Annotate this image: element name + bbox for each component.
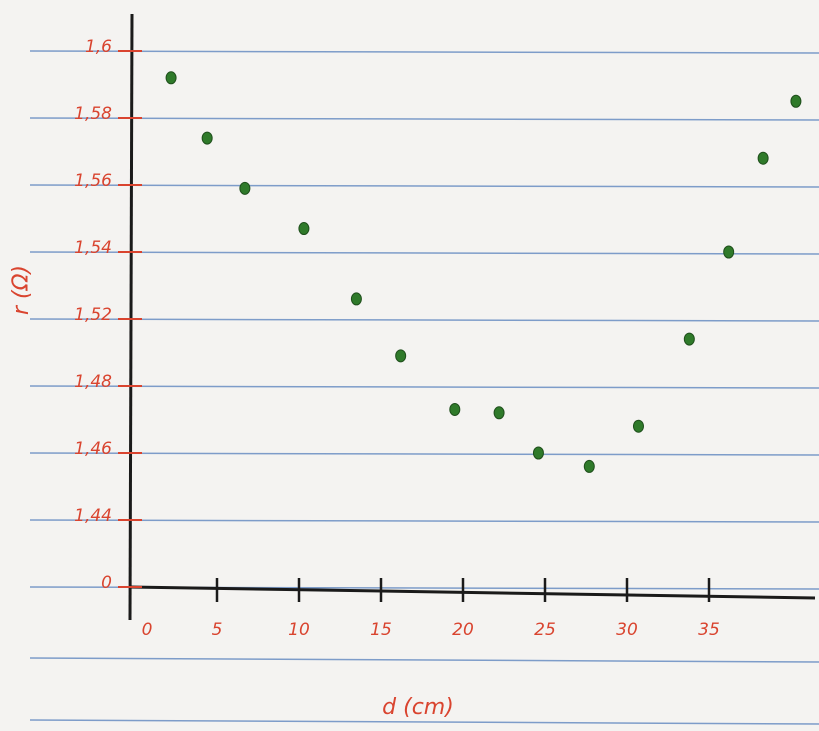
paper-line: [30, 319, 819, 321]
y-axis: [130, 14, 132, 620]
paper-line: [30, 118, 819, 120]
paper-line: [30, 185, 819, 187]
paper-line: [30, 720, 819, 724]
y-tick-label: 1,56: [74, 171, 112, 191]
x-tick-label: 15: [370, 620, 392, 640]
x-tick-label: 5: [212, 620, 223, 640]
x-axis-label: d (cm): [382, 695, 454, 720]
y-tick-label: 1,48: [74, 372, 112, 392]
point: [758, 152, 768, 164]
y-tick-label: 1,6: [85, 37, 112, 57]
x-tick-label: 0: [142, 620, 153, 640]
x-tick-label: 35: [698, 620, 720, 640]
x-tick-label: 10: [288, 620, 310, 640]
x-tick-label: 30: [616, 620, 638, 640]
y-tick-label: 1,58: [74, 104, 112, 124]
point: [684, 333, 694, 345]
y-tick-label: 1,52: [74, 305, 112, 325]
point: [351, 293, 361, 305]
point: [396, 350, 406, 362]
y-tick-label: 1,44: [74, 506, 112, 526]
y-tick-label: 1,54: [74, 238, 112, 258]
point: [494, 407, 504, 419]
point: [724, 246, 734, 258]
y-axis-label: r (Ω): [9, 265, 34, 315]
point: [202, 132, 212, 144]
page: {"chart_data": {"type": "scatter", "x_la…: [0, 0, 819, 731]
point: [166, 72, 176, 84]
paper-line: [30, 520, 819, 522]
point: [240, 182, 250, 194]
y-tick-label: 1,46: [74, 439, 112, 459]
x-tick-label: 25: [534, 620, 556, 640]
paper-line: [30, 453, 819, 455]
y-tick-label: 0: [101, 573, 112, 593]
chart: r (Ω) d (cm) 0 1,44 1,46 1,48 1,52 1,54 1,56 1,…: [0, 0, 819, 731]
paper-line: [30, 658, 819, 662]
paper-line: [30, 51, 819, 53]
point: [299, 223, 309, 235]
x-tick-label: 20: [452, 620, 474, 640]
point: [533, 447, 543, 459]
point: [584, 460, 594, 472]
paper-line: [30, 252, 819, 254]
point: [633, 420, 643, 432]
point: [791, 95, 801, 107]
point: [450, 403, 460, 415]
paper-line: [30, 386, 819, 388]
